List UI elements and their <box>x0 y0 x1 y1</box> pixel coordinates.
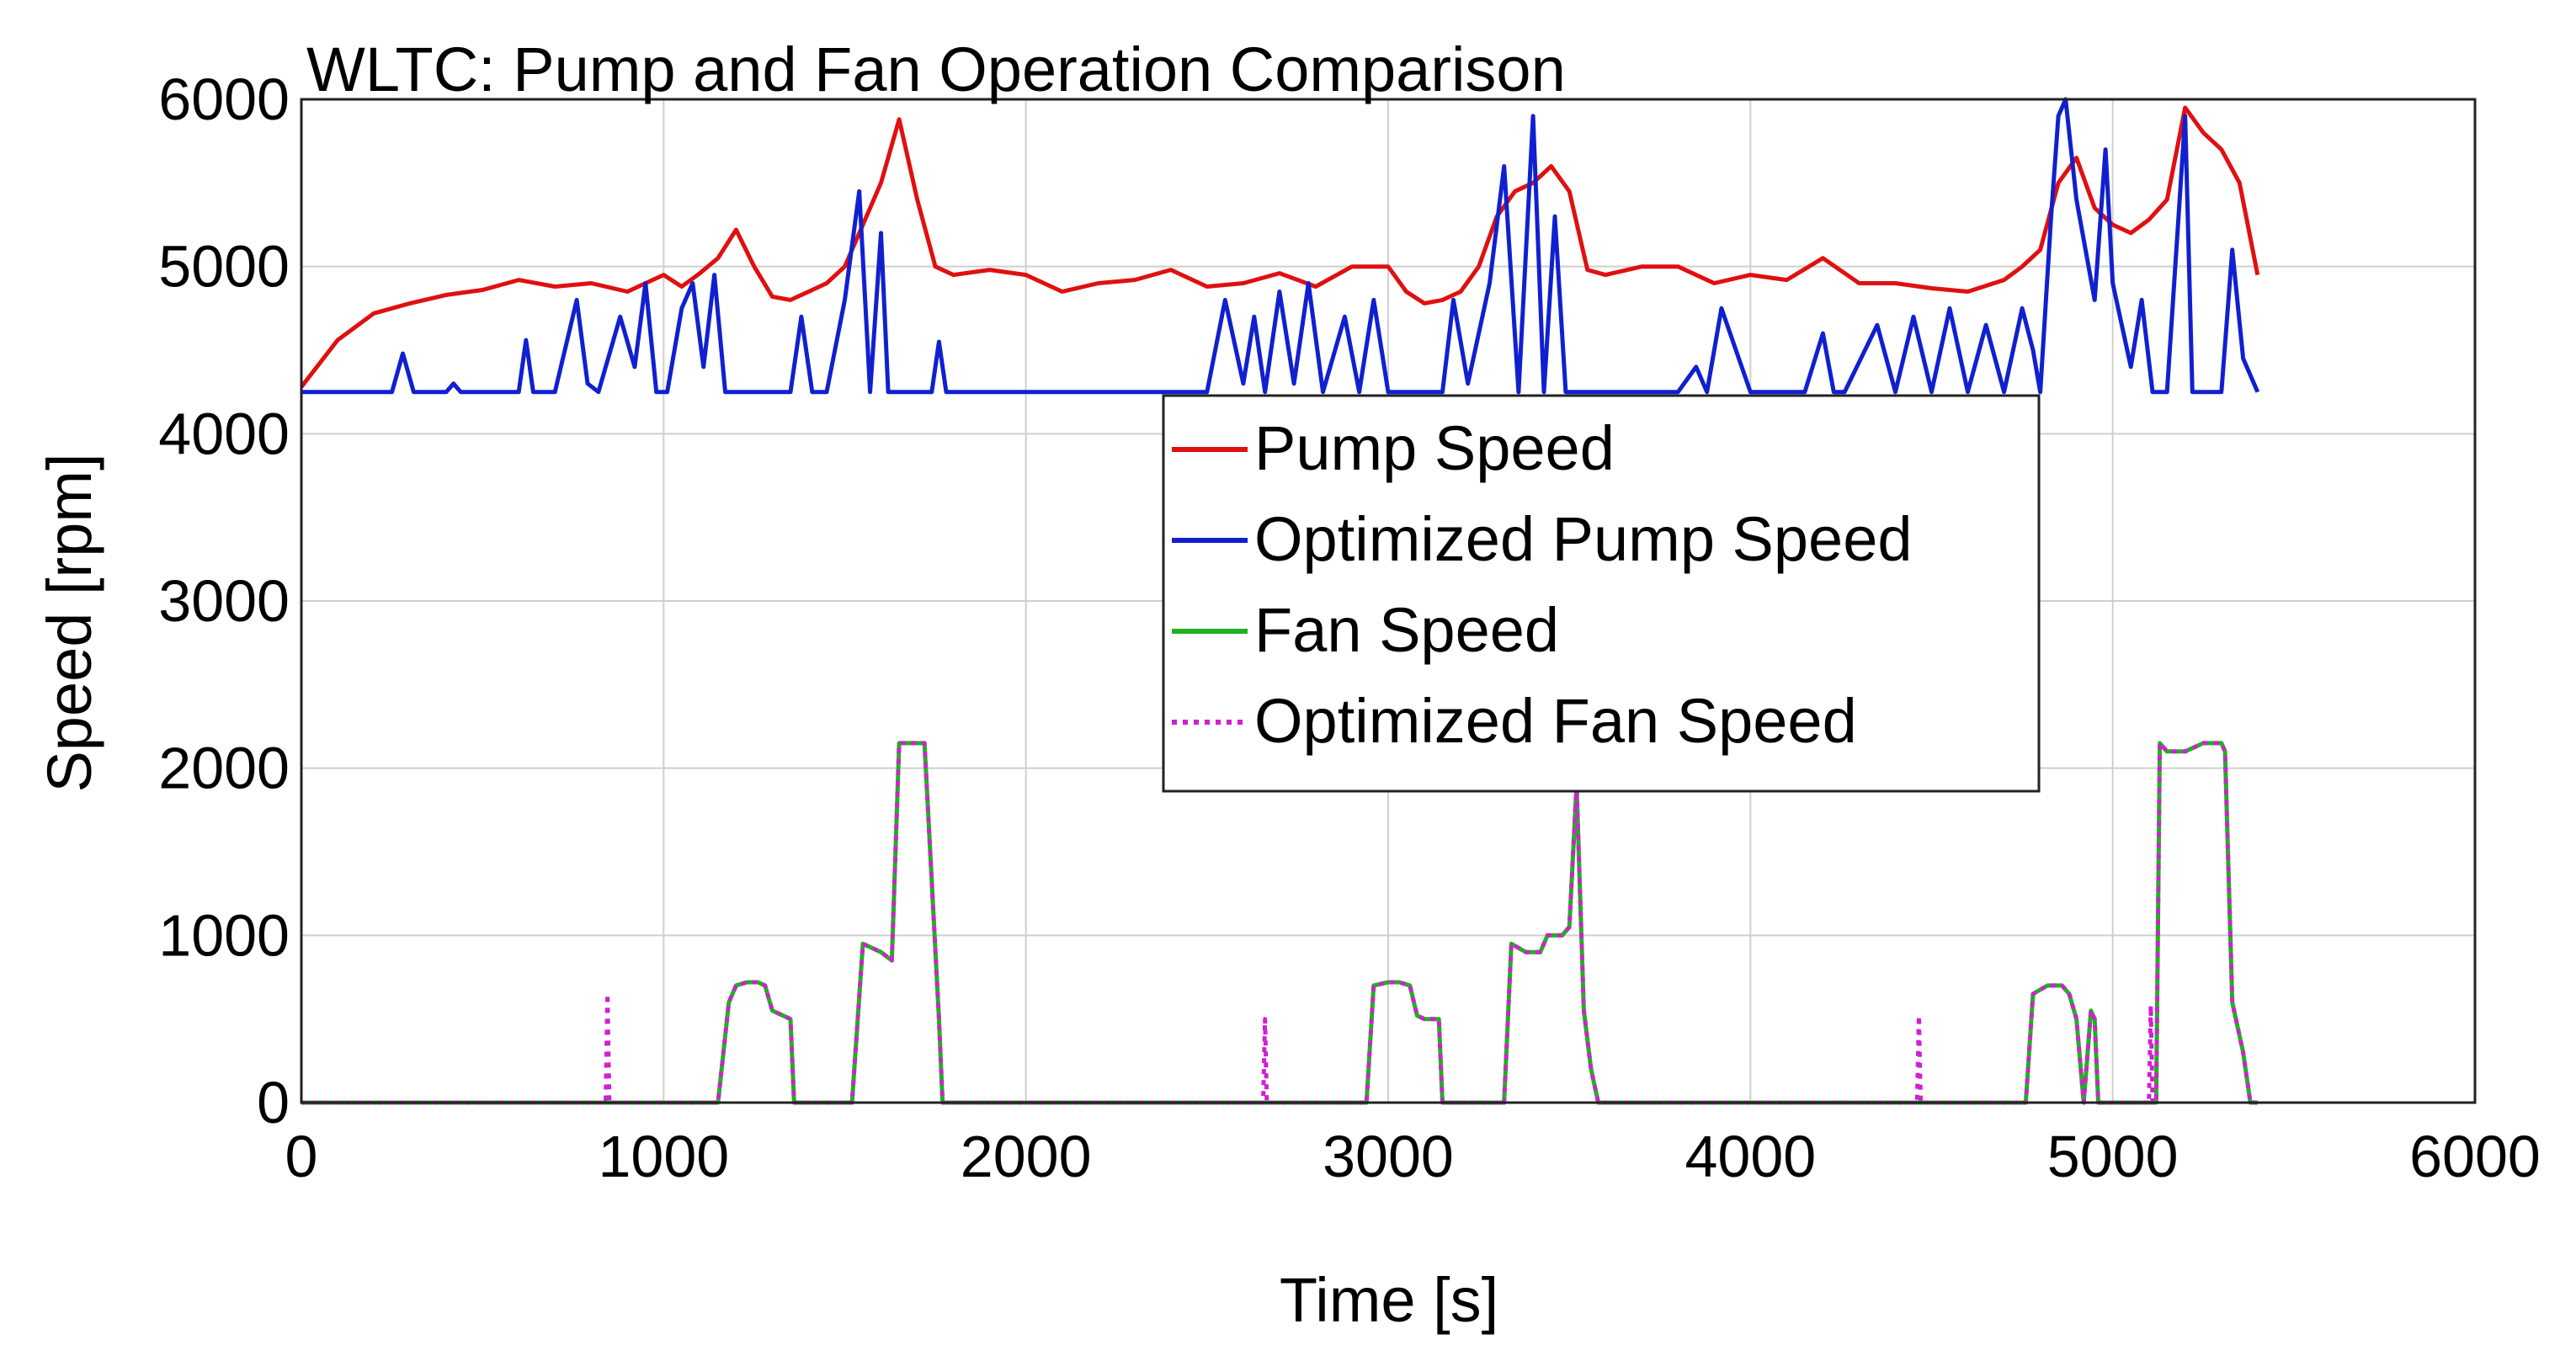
chart-title: WLTC: Pump and Fan Operation Comparison <box>306 35 1566 104</box>
y-tick-label: 4000 <box>158 401 290 466</box>
y-tick-label: 2000 <box>158 736 290 801</box>
x-axis-label: Time [s] <box>1280 1265 1498 1335</box>
x-tick-label: 1000 <box>598 1124 729 1189</box>
y-tick-label: 1000 <box>158 902 290 968</box>
y-tick-label: 5000 <box>158 234 290 300</box>
y-axis-label: Speed [rpm] <box>35 453 104 792</box>
series-line-optimized-pump-speed <box>301 97 2260 395</box>
legend-box <box>1162 394 2041 793</box>
x-tick-label: 3000 <box>1323 1124 1454 1189</box>
legend: Pump Speed Optimized Pump Speed Fan Speed O… <box>1162 394 2041 793</box>
series-line-fan-speed <box>301 741 2258 1105</box>
x-tick-label: 5000 <box>2047 1124 2179 1189</box>
x-tick-label: 2000 <box>961 1124 1092 1189</box>
legend-label: Fan Speed <box>1254 595 1559 665</box>
x-tick-label: 6000 <box>2409 1124 2541 1189</box>
legend-label: Pump Speed <box>1254 413 1615 483</box>
legend-label: Optimized Pump Speed <box>1254 504 1913 574</box>
tick-labels: 0 1000 2000 3000 4000 5000 6000 0 1000 2000 3000 40… <box>158 66 2541 1189</box>
x-tick-label: 0 <box>285 1124 318 1189</box>
series-line-optimized-fan-speed <box>301 741 2258 1105</box>
plot-frame <box>300 98 2477 1104</box>
y-tick-label: 6000 <box>158 66 290 132</box>
series-line-pump-speed <box>300 105 2260 389</box>
y-tick-label: 3000 <box>158 568 290 634</box>
legend-label: Optimized Fan Speed <box>1254 686 1857 756</box>
x-tick-label: 4000 <box>1685 1124 1816 1189</box>
y-tick-label: 0 <box>257 1070 290 1135</box>
